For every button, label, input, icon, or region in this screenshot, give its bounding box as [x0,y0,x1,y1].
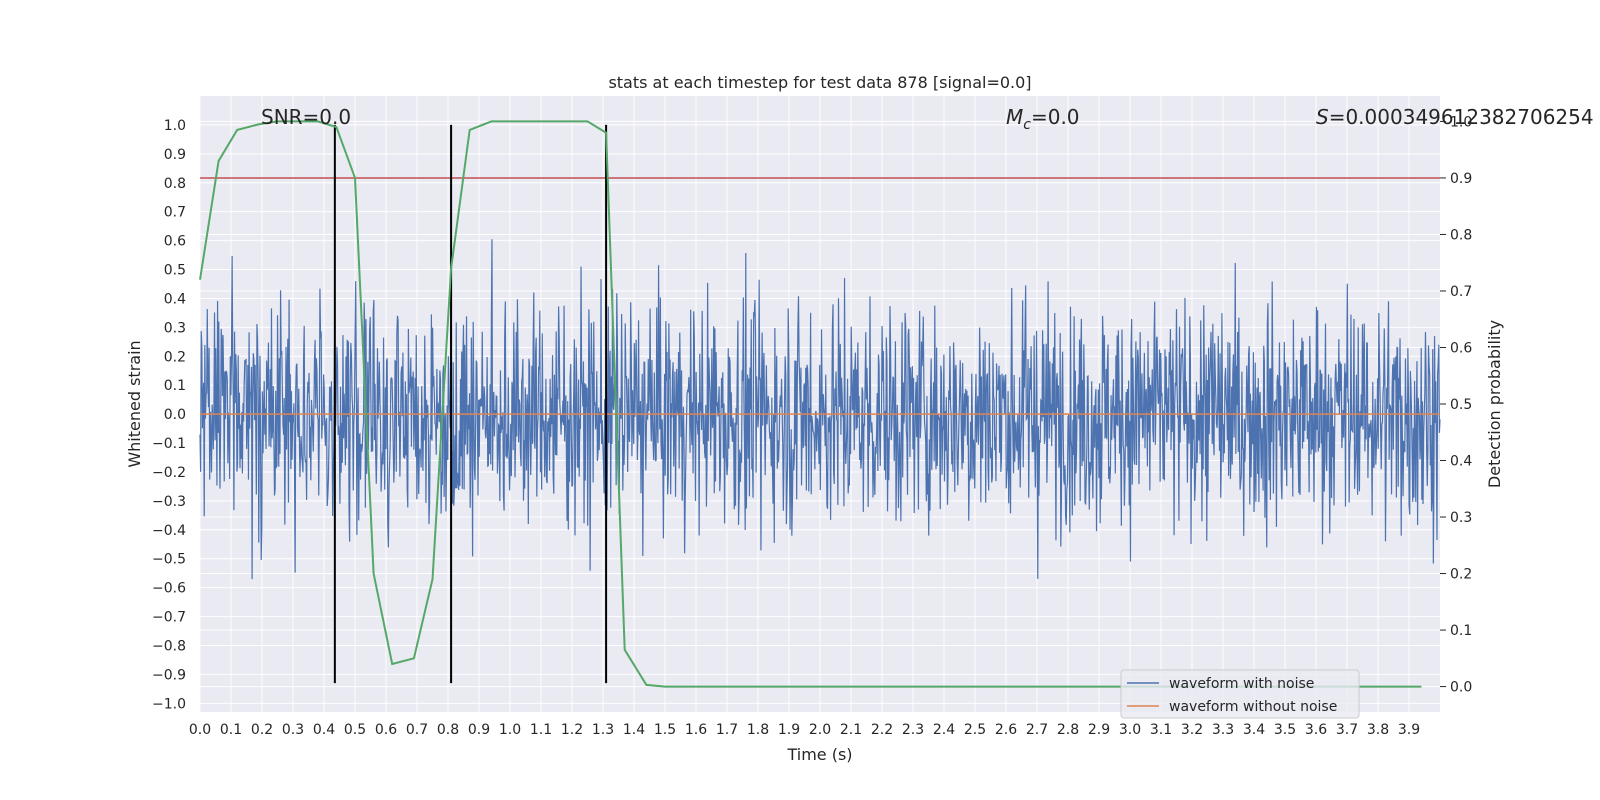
y2-axis-label: Detection probability [1485,320,1504,488]
y-tick-label: 0.8 [164,176,186,192]
y2-tick-label: 0.2 [1450,567,1472,583]
x-tick-label: 0.4 [313,722,335,738]
x-tick-label: 2.9 [1088,722,1110,738]
x-tick-label: 1.3 [592,722,614,738]
x-tick-label: 3.4 [1243,722,1265,738]
y-tick-label: 0.0 [164,407,186,423]
y-tick-label: 0.3 [164,320,186,336]
y2-tick-label: 0.4 [1450,454,1472,470]
x-axis-ticks: 0.0 0.1 0.2 0.3 0.4 0.5 0.6 0.7 0.8 0.9 1.0 1.1 1.2 1… [189,722,1420,738]
x-tick-label: 1.9 [778,722,800,738]
x-tick-label: 1.8 [747,722,769,738]
s-statistic-annotation: S=0.000349612382706254 [1316,105,1594,129]
x-tick-label: 1.7 [716,722,738,738]
x-tick-label: 3.6 [1305,722,1327,738]
x-tick-label: 2.1 [840,722,862,738]
y-tick-label: −0.2 [152,465,186,481]
legend: waveform with noise waveform without noi… [1120,669,1360,719]
vertical-markers [333,124,608,684]
y-tick-label: 0.2 [164,349,186,365]
x-tick-label: 0.6 [375,722,397,738]
y2-tick-label: 0.6 [1450,340,1472,356]
s-symbol: S [1316,105,1329,129]
noisy-waveform-path [199,239,1441,580]
chirp-mass-symbol: M [1006,105,1023,129]
y2-axis-ticks: 1.0 0.9 0.8 0.7 0.6 0.5 0.4 0.3 0.2 0.1 0.0 [1440,114,1472,696]
x-tick-label: 2.2 [871,722,893,738]
legend-box [1120,669,1360,719]
y-tick-label: −0.1 [152,436,186,452]
x-tick-label: 0.1 [220,722,242,738]
y-axis-label: Whitened strain [125,340,144,467]
y-tick-label: 0.6 [164,234,186,250]
x-tick-label: 0.8 [437,722,459,738]
y2-tick-label: 0.8 [1450,227,1472,243]
x-tick-label: 2.8 [1057,722,1079,738]
x-axis-label: Time (s) [786,745,852,764]
snr-annotation: SNR=0.0 [261,105,351,129]
x-tick-label: 3.7 [1336,722,1358,738]
x-tick-label: 3.3 [1212,722,1234,738]
y-tick-label: −1.0 [152,696,186,712]
x-tick-label: 2.4 [933,722,955,738]
y-tick-label: −0.4 [152,523,186,539]
y-tick-label: 0.4 [164,291,186,307]
x-tick-label: 0.5 [344,722,366,738]
x-tick-label: 0.3 [282,722,304,738]
y-tick-label: 1.0 [164,118,186,134]
x-tick-label: 0.9 [468,722,490,738]
y-tick-label: 0.1 [164,378,186,394]
x-tick-label: 0.0 [189,722,211,738]
noisy-waveform-series [199,239,1441,580]
y-tick-label: −0.6 [152,581,186,597]
x-tick-label: 3.0 [1119,722,1141,738]
x-tick-label: 2.0 [809,722,831,738]
y-tick-label: 0.9 [164,147,186,163]
probability-line [199,120,1422,688]
y2-tick-label: 1.0 [1450,114,1472,130]
y-tick-label: −0.3 [152,494,186,510]
x-tick-label: 1.6 [685,722,707,738]
x-tick-label: 1.2 [561,722,583,738]
y-tick-label: −0.5 [152,552,186,568]
y-tick-label: 0.5 [164,263,186,279]
x-tick-label: 1.4 [623,722,645,738]
x-tick-label: 3.1 [1150,722,1172,738]
x-tick-label: 3.9 [1398,722,1420,738]
legend-label-noisy: waveform with noise [1169,676,1314,692]
s-value: =0.000349612382706254 [1329,105,1594,129]
x-tick-label: 1.0 [499,722,521,738]
y2-tick-label: 0.5 [1450,397,1472,413]
y2-tick-label: 0.0 [1450,680,1472,696]
y2-tick-label: 0.7 [1450,284,1472,300]
chirp-mass-annotation: Mc=0.0 [1006,105,1080,133]
x-tick-label: 3.5 [1274,722,1296,738]
y2-tick-label: 0.9 [1450,171,1472,187]
x-tick-label: 2.5 [964,722,986,738]
legend-label-clean: waveform without noise [1169,699,1337,715]
chirp-mass-value: =0.0 [1031,105,1080,129]
y2-tick-label: 0.3 [1450,510,1472,526]
x-tick-label: 2.6 [995,722,1017,738]
x-tick-label: 1.5 [654,722,676,738]
x-tick-label: 0.2 [251,722,273,738]
y-tick-label: −0.9 [152,667,186,683]
x-tick-label: 3.2 [1181,722,1203,738]
y-tick-label: 0.7 [164,205,186,221]
y2-tick-label: 0.1 [1450,623,1472,639]
x-tick-label: 0.7 [406,722,428,738]
chirp-mass-subscript: c [1023,117,1031,133]
x-tick-label: 3.8 [1367,722,1389,738]
y-tick-label: −0.8 [152,638,186,654]
x-tick-label: 2.7 [1026,722,1048,738]
x-tick-label: 1.1 [530,722,552,738]
chart-title: stats at each timestep for test data 878… [608,73,1031,92]
y-axis-ticks: 1.0 0.9 0.8 0.7 0.6 0.5 0.4 0.3 0.2 0.1 0.0 −0.1 −0.… [152,118,186,712]
x-tick-label: 2.3 [902,722,924,738]
y-tick-label: −0.7 [152,610,186,626]
